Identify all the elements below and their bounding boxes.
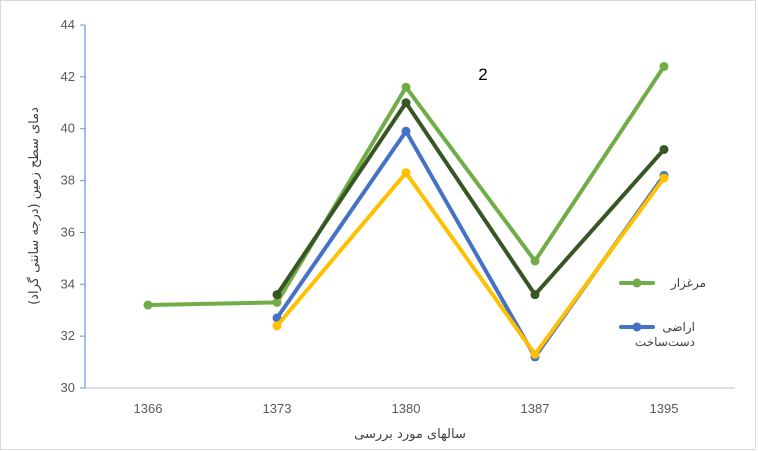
legend-swatch-marker (632, 322, 642, 332)
x-tick-label: 1387 (521, 401, 550, 416)
series-1 (143, 61, 669, 310)
data-point (530, 290, 540, 300)
data-point (530, 349, 540, 359)
data-point (659, 144, 669, 154)
data-point (272, 297, 282, 307)
series-4 (272, 168, 669, 359)
y-tick-label: 40 (61, 121, 75, 136)
y-axis-label: دمای سطح زمین (درجه سانتی گراد) (26, 107, 42, 305)
series-line (275, 129, 666, 359)
series-2 (272, 98, 669, 300)
legend-label: دست‌ساخت (635, 335, 695, 349)
y-tick-label: 32 (61, 328, 75, 343)
series-layer (143, 61, 669, 362)
data-point (143, 300, 153, 310)
x-axis-label: سالهای مورد بررسی (354, 427, 466, 442)
x-tick-label: 1395 (650, 401, 679, 416)
y-tick-label: 30 (61, 380, 75, 395)
legend-swatch-marker (632, 278, 642, 288)
y-tick-label: 36 (61, 224, 75, 239)
x-tick-label: 1373 (263, 401, 292, 416)
legend-label: مرغزار (670, 276, 706, 291)
x-tick-label: 1366 (134, 401, 163, 416)
data-point (272, 290, 282, 300)
x-tick-label: 1380 (392, 401, 421, 416)
y-tick-label: 44 (61, 17, 75, 32)
series-line (275, 170, 666, 357)
data-point (530, 256, 540, 266)
data-point (272, 321, 282, 331)
y-tick-label: 42 (61, 69, 75, 84)
data-point (401, 126, 411, 136)
x-axis: 1366 1373 1380 1387 1395 (85, 387, 735, 416)
series-3 (272, 126, 669, 362)
chart-annotation: 2 (478, 65, 487, 84)
data-point (401, 82, 411, 92)
series-line (275, 100, 666, 297)
y-tick-label: 38 (61, 173, 75, 188)
data-point (659, 61, 669, 71)
legend-label: اراضی (662, 320, 695, 335)
y-axis: 30 32 34 36 38 40 42 44 (61, 17, 86, 395)
data-point (659, 173, 669, 183)
data-point (401, 168, 411, 178)
y-tick-label: 34 (61, 276, 75, 291)
legend-item: مرغزار (619, 276, 706, 291)
data-point (401, 98, 411, 108)
